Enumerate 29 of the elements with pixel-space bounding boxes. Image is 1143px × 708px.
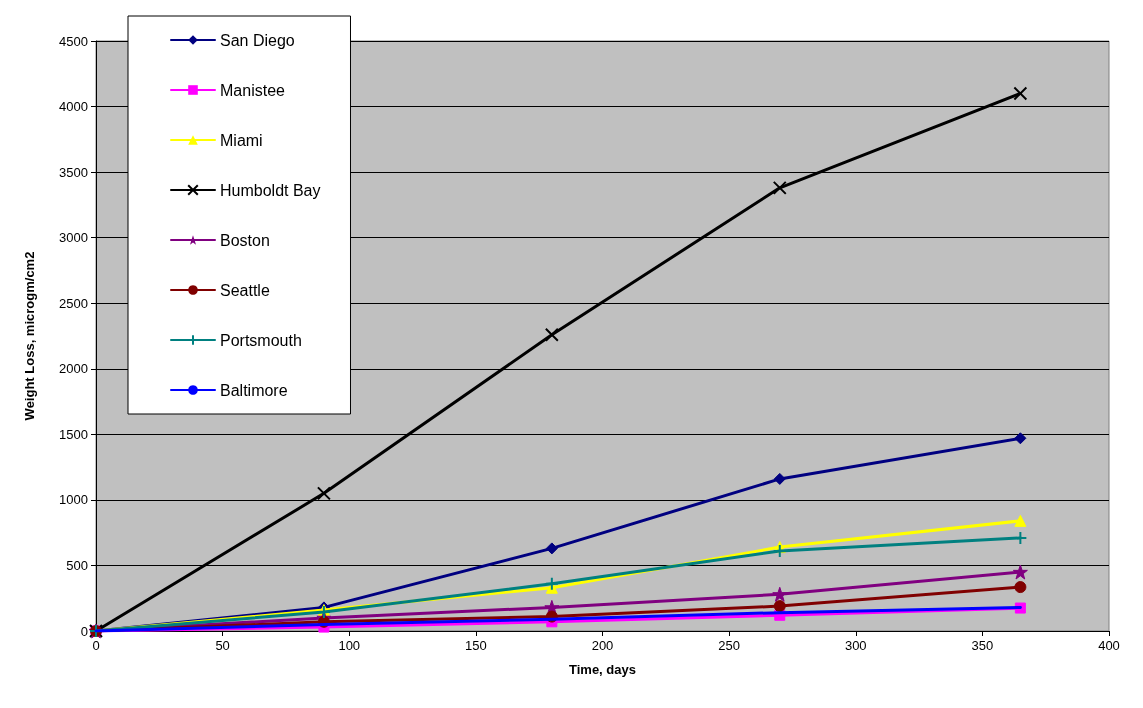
legend-label: Boston	[220, 231, 270, 249]
y-tick-label: 500	[66, 557, 88, 573]
y-tick-label: 4500	[59, 33, 88, 49]
x-tick-label: 100	[338, 638, 361, 653]
x-tick-label: 350	[971, 638, 994, 653]
legend-label: Baltimore	[220, 381, 288, 399]
x-tick-label: 300	[844, 638, 867, 653]
x-tick-label: 200	[591, 638, 614, 653]
x-tick-label: 0	[92, 638, 100, 653]
y-tick-label: 3500	[59, 164, 88, 180]
y-tick-label: 4000	[59, 99, 88, 115]
y-tick-label: 3000	[59, 230, 88, 246]
legend-label: Miami	[220, 131, 263, 149]
legend-label: Portsmouth	[220, 331, 302, 349]
y-axis-title: Weight Loss, microgm/cm2	[22, 251, 37, 421]
y-tick-label: 0	[80, 623, 88, 639]
y-tick-label: 2000	[59, 361, 88, 377]
legend-label: Seattle	[220, 281, 270, 299]
x-tick-label: 50	[215, 638, 230, 653]
x-tick-label: 250	[718, 638, 740, 653]
legend-label: San Diego	[220, 31, 295, 49]
x-tick-label: 150	[465, 638, 487, 653]
legend-label: Humboldt Bay	[220, 181, 321, 199]
legend-label: Manistee	[220, 81, 286, 99]
y-tick-label: 1500	[59, 426, 88, 442]
x-axis-title: Time, days	[569, 662, 636, 677]
y-tick-label: 2500	[59, 295, 88, 311]
y-tick-label: 1000	[59, 492, 88, 508]
x-tick-label: 400	[1098, 638, 1120, 653]
